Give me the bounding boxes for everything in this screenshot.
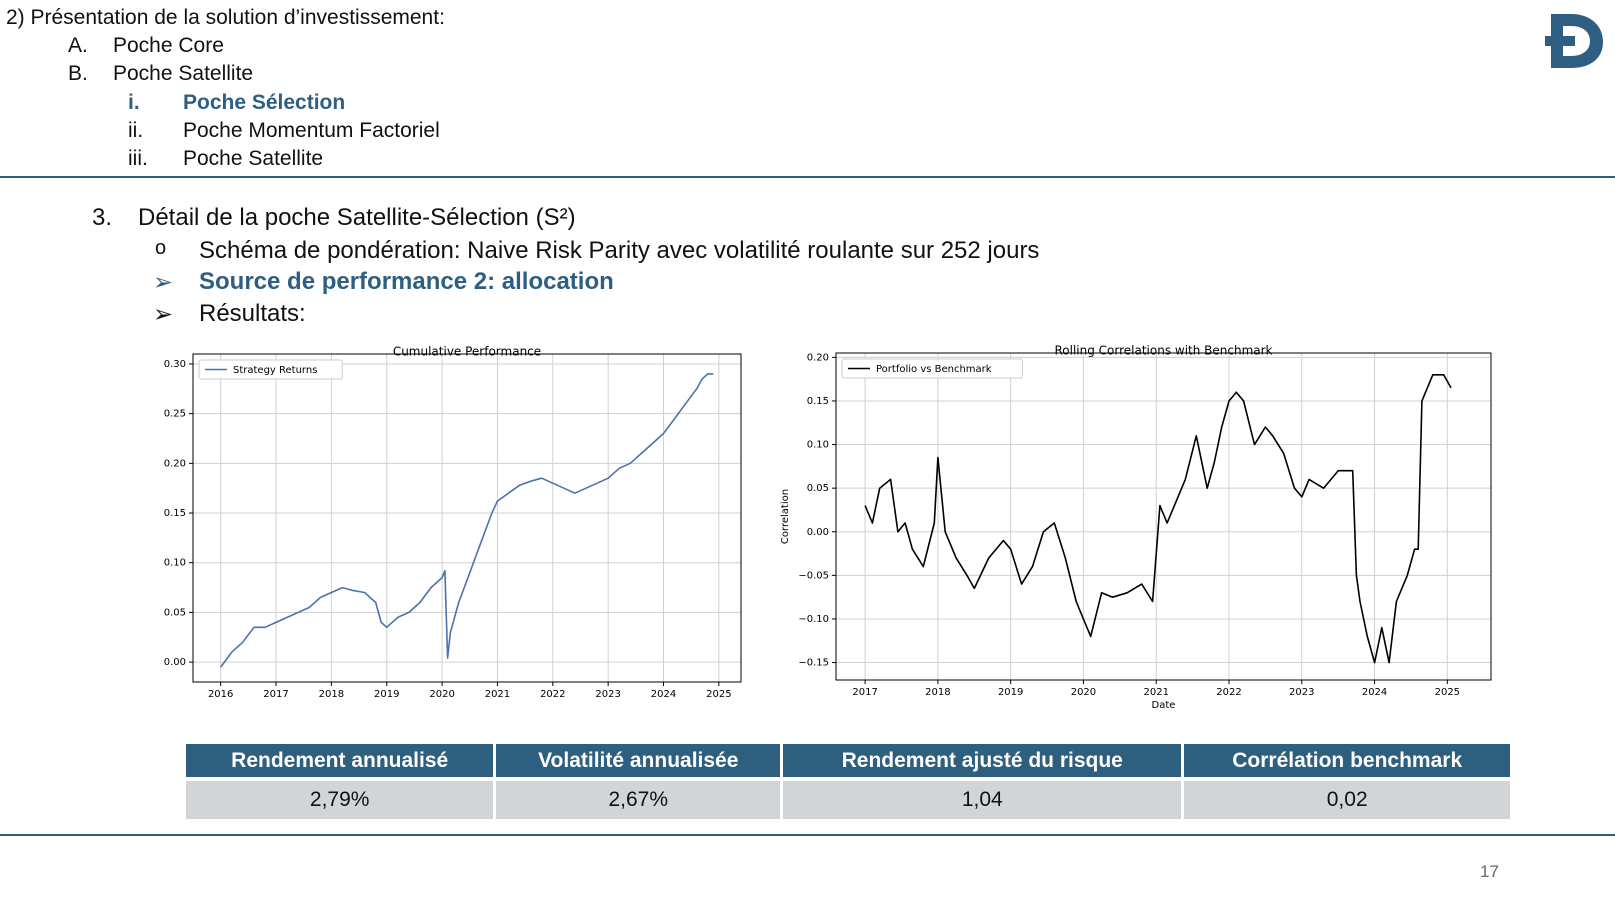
table-cell: 2,79% xyxy=(186,781,494,819)
x-tick-label: 2022 xyxy=(1216,687,1241,698)
x-tick-label: 2019 xyxy=(374,689,399,700)
x-tick-label: 2025 xyxy=(706,689,731,700)
chart-title: Rolling Correlations with Benchmark xyxy=(1054,344,1272,358)
y-tick-label: 0.00 xyxy=(807,527,829,538)
bullet-text: Source de performance 2: allocation xyxy=(199,268,614,295)
y-tick-label: 0.20 xyxy=(164,458,186,469)
x-tick-label: 2021 xyxy=(1143,687,1168,698)
agenda-subitem-number: ii. xyxy=(128,119,144,142)
arrow-bullet-icon: ➢ xyxy=(153,301,174,328)
table-row: 2,79% 2,67% 1,04 0,02 xyxy=(186,781,1510,819)
series-line xyxy=(864,374,1452,664)
chart-title: Cumulative Performance xyxy=(393,345,541,359)
table-header-cell: Rendement annualisé xyxy=(186,744,494,781)
agenda-title: 2) Présentation de la solution d’investi… xyxy=(6,6,445,29)
bullet-text: Résultats: xyxy=(199,300,306,327)
table-cell: 1,04 xyxy=(783,781,1182,819)
table-header-cell: Rendement ajusté du risque xyxy=(783,744,1182,781)
legend-box xyxy=(198,359,343,380)
agenda-item-label: Poche Satellite xyxy=(113,62,254,85)
agenda-item-label: Poche Core xyxy=(113,34,224,57)
x-tick-label: 2018 xyxy=(319,689,344,700)
y-tick-label: 0.30 xyxy=(164,359,186,370)
agenda-item-number: B. xyxy=(68,62,88,85)
table-header-cell: Corrélation benchmark xyxy=(1184,744,1510,781)
y-axis-label: Correlation xyxy=(780,489,791,544)
y-tick-label: 0.10 xyxy=(807,440,829,451)
table-header-cell: Volatilité annualisée xyxy=(496,744,781,781)
table-cell: 0,02 xyxy=(1184,781,1510,819)
x-tick-label: 2021 xyxy=(485,689,510,700)
bottom-divider xyxy=(0,834,1615,836)
arrow-bullet-icon: ➢ xyxy=(153,269,174,296)
x-tick-label: 2019 xyxy=(998,687,1023,698)
plot-frame xyxy=(835,352,1492,681)
table-header-row: Rendement annualisé Volatilité annualisé… xyxy=(186,744,1510,781)
plot-frame xyxy=(192,353,742,683)
y-tick-label: 0.10 xyxy=(164,558,186,569)
y-tick-label: 0.15 xyxy=(164,508,186,519)
y-tick-label: 0.05 xyxy=(164,607,186,618)
agenda-subitem-label: Poche Satellite xyxy=(183,147,324,170)
x-tick-label: 2022 xyxy=(540,689,565,700)
x-tick-label: 2023 xyxy=(1289,687,1314,698)
section-number: 3. xyxy=(92,204,113,231)
results-table: Rendement annualisé Volatilité annualisé… xyxy=(183,744,1513,819)
agenda-subitem-label: Poche Momentum Factoriel xyxy=(183,119,440,142)
agenda-item-number: A. xyxy=(68,34,88,57)
y-tick-label: −0.15 xyxy=(798,658,829,669)
x-tick-label: 2024 xyxy=(1362,687,1387,698)
x-tick-label: 2018 xyxy=(925,687,950,698)
brand-logo xyxy=(1545,14,1603,68)
x-tick-label: 2024 xyxy=(651,689,676,700)
bullet-circle-icon: o xyxy=(155,237,167,259)
bullet-text: Schéma de pondération: Naive Risk Parity… xyxy=(199,237,1040,264)
x-tick-label: 2017 xyxy=(852,687,877,698)
agenda-subitem-label: Poche Sélection xyxy=(183,91,346,114)
x-tick-label: 2025 xyxy=(1435,687,1460,698)
x-axis-label: Date xyxy=(1152,700,1176,711)
y-tick-label: 0.20 xyxy=(807,352,829,363)
cumulative-performance-chart: Cumulative Performance 0.00 0.05 0.10 0.15 0.… xyxy=(164,345,742,700)
x-tick-label: 2016 xyxy=(208,689,233,700)
rolling-correlation-chart: Rolling Correlations with Benchmark −0.15… xyxy=(780,344,1492,711)
agenda-subitem-number: iii. xyxy=(128,147,148,170)
page-number: 17 xyxy=(1480,862,1499,881)
legend-label: Strategy Returns xyxy=(233,365,317,376)
y-tick-label: 0.25 xyxy=(164,409,186,420)
y-tick-label: −0.05 xyxy=(798,570,829,581)
x-tick-label: 2020 xyxy=(429,689,454,700)
agenda-subitem-number: i. xyxy=(128,91,140,114)
x-tick-label: 2020 xyxy=(1071,687,1096,698)
top-divider xyxy=(0,176,1615,178)
section-title: Détail de la poche Satellite-Sélection (… xyxy=(138,204,576,231)
legend-label: Portfolio vs Benchmark xyxy=(876,364,992,375)
series-line xyxy=(220,373,714,668)
x-tick-label: 2023 xyxy=(595,689,620,700)
legend-box xyxy=(841,358,1023,379)
y-tick-label: 0.00 xyxy=(164,657,186,668)
y-tick-label: 0.05 xyxy=(807,483,829,494)
x-tick-label: 2017 xyxy=(263,689,288,700)
y-tick-label: −0.10 xyxy=(798,614,829,625)
y-tick-label: 0.15 xyxy=(807,396,829,407)
table-cell: 2,67% xyxy=(496,781,781,819)
